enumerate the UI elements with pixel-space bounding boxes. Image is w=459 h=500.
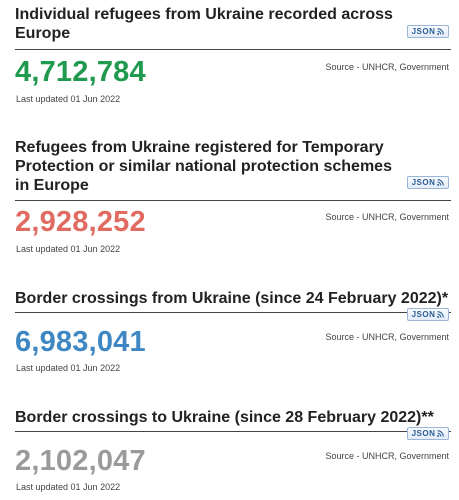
json-feed-button[interactable]: JSON [407,308,449,321]
source-label: Source - UNHCR, Government [325,212,449,222]
rss-feed-icon [437,179,445,186]
last-updated: Last updated 01 Jun 2022 [16,244,121,254]
last-updated: Last updated 01 Jun 2022 [16,94,121,104]
json-feed-button[interactable]: JSON [407,176,449,189]
panel-border-crossings-to: Border crossings to Ukraine (since 28 Fe… [15,408,451,498]
last-updated: Last updated 01 Jun 2022 [16,363,121,373]
panel-title: Border crossings from Ukraine (since 24 … [15,290,449,307]
panel-title: Refugees from Ukraine registered for Tem… [15,139,392,194]
panel-title: Individual refugees from Ukraine recorde… [15,6,393,42]
stat-value: 2,102,047 [15,445,146,477]
json-feed-button[interactable]: JSON [407,25,449,38]
panel-divider [15,200,451,201]
panel-refugees-recorded: Individual refugees from Ukraine recorde… [15,5,451,105]
stat-value: 4,712,784 [15,56,146,88]
panel-temporary-protection: Refugees from Ukraine registered for Tem… [15,138,451,258]
panel-border-crossings-from: Border crossings from Ukraine (since 24 … [15,289,451,379]
rss-feed-icon [437,28,445,35]
stat-value: 6,983,041 [15,326,146,358]
json-feed-button[interactable]: JSON [407,427,449,440]
last-updated: Last updated 01 Jun 2022 [16,482,121,492]
json-label: JSON [411,309,436,319]
stat-value: 2,928,252 [15,206,146,238]
source-label: Source - UNHCR, Government [325,332,449,342]
json-label: JSON [411,26,436,36]
source-label: Source - UNHCR, Government [325,62,449,72]
json-label: JSON [411,428,436,438]
json-label: JSON [411,177,436,187]
panel-divider [15,312,451,313]
panel-title: Border crossings to Ukraine (since 28 Fe… [15,409,434,426]
panel-divider [15,49,451,50]
source-label: Source - UNHCR, Government [325,451,449,461]
rss-feed-icon [437,430,445,437]
panel-divider [15,431,451,432]
rss-feed-icon [437,311,445,318]
